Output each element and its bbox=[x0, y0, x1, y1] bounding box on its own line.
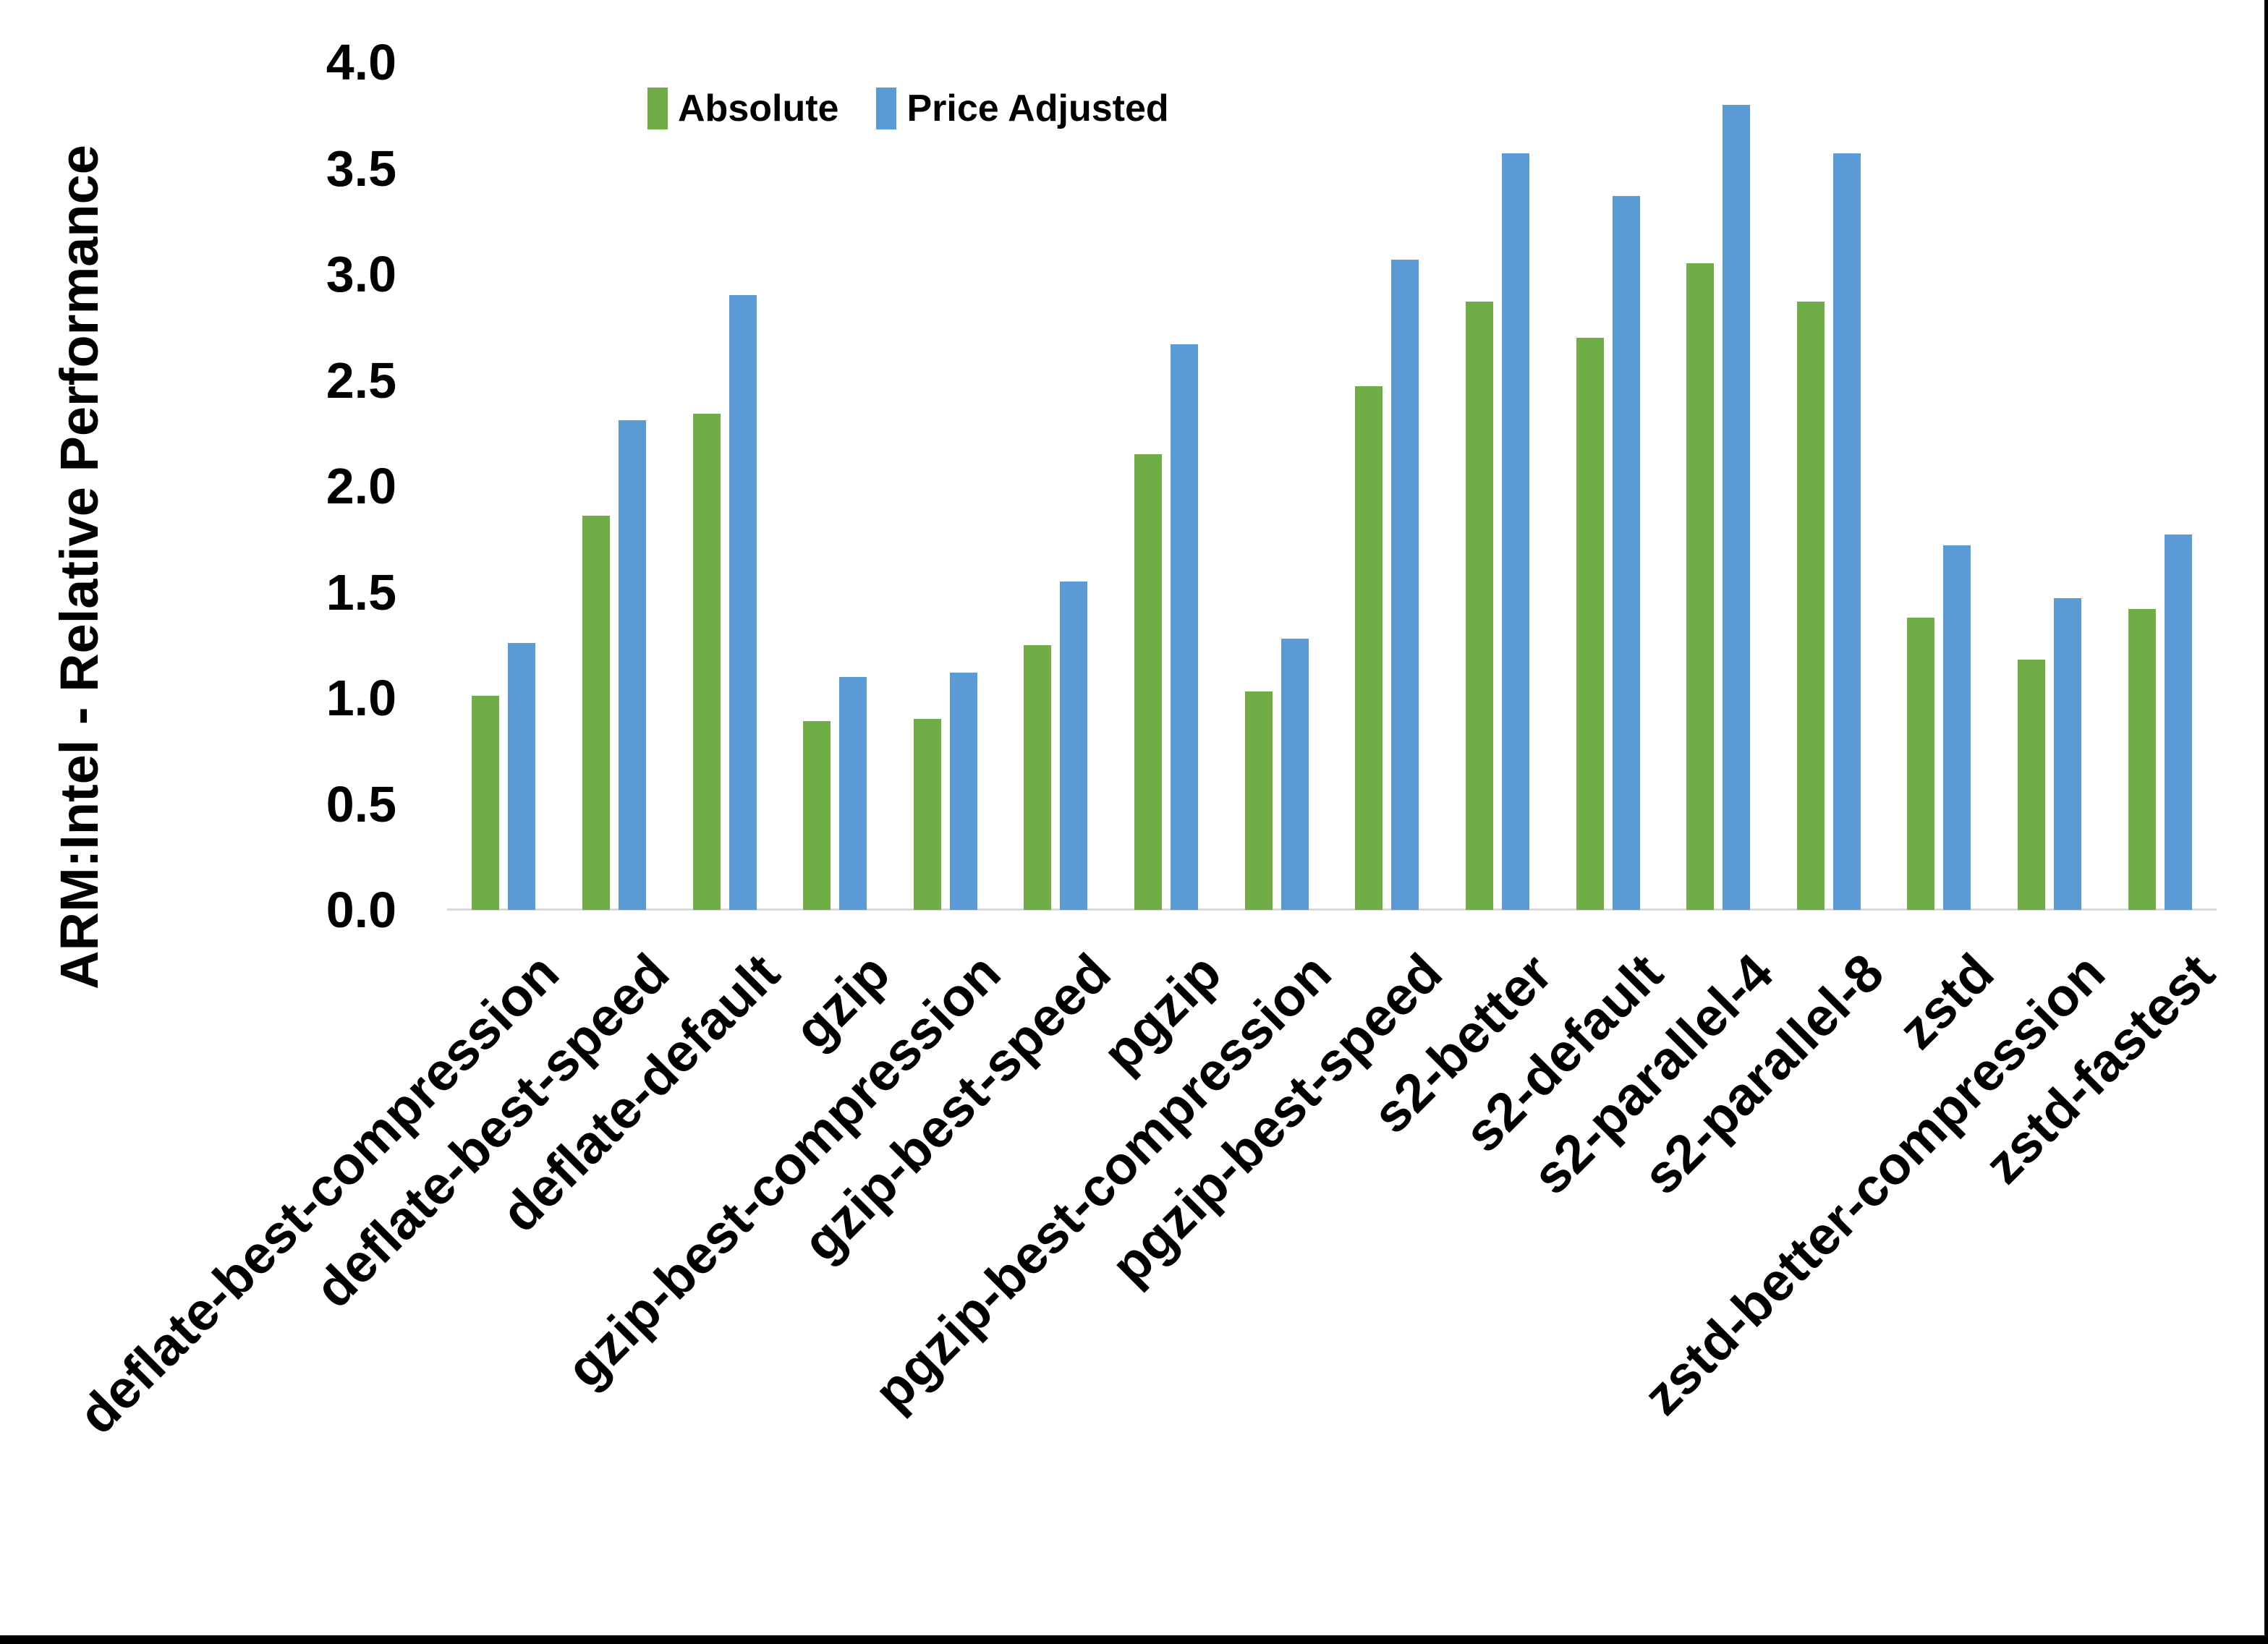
bar-absolute-pgzip-best-compression bbox=[1244, 691, 1273, 910]
bar-absolute-s2-better bbox=[1465, 302, 1493, 910]
bar-price-adjusted-gzip-best-speed bbox=[1060, 581, 1088, 910]
y-tick-label: 0.0 bbox=[326, 882, 396, 938]
y-tick-label: 3.5 bbox=[326, 140, 396, 197]
bar-price-adjusted-gzip bbox=[839, 676, 867, 910]
y-tick-label: 2.5 bbox=[326, 352, 396, 409]
bar-absolute-zstd bbox=[1907, 617, 1935, 910]
bar-absolute-zstd-better-compression bbox=[2018, 660, 2046, 910]
bar-price-adjusted-pgzip-best-speed bbox=[1391, 259, 1419, 910]
bar-absolute-s2-parallel-8 bbox=[1796, 302, 1825, 910]
bar-absolute-s2-default bbox=[1576, 337, 1604, 910]
bar-price-adjusted-deflate-default bbox=[729, 295, 757, 910]
bar-price-adjusted-zstd-fastest bbox=[2164, 534, 2192, 910]
bar-price-adjusted-s2-parallel-4 bbox=[1723, 104, 1751, 910]
chart-legend: Absolute Price Adjusted bbox=[647, 85, 1169, 132]
y-tick-label: 3.0 bbox=[326, 246, 396, 302]
bar-price-adjusted-zstd-better-compression bbox=[2054, 598, 2082, 910]
bar-absolute-gzip-best-compression bbox=[913, 719, 941, 910]
bar-absolute-s2-parallel-4 bbox=[1686, 263, 1715, 910]
bar-price-adjusted-s2-default bbox=[1612, 195, 1640, 910]
bar-absolute-gzip bbox=[803, 721, 831, 910]
bar-absolute-zstd-fastest bbox=[2128, 608, 2156, 910]
plot-area bbox=[449, 62, 2215, 910]
y-tick-label: 4.0 bbox=[326, 34, 396, 90]
legend-item-absolute: Absolute bbox=[647, 87, 838, 130]
y-tick-label: 1.0 bbox=[326, 670, 396, 726]
x-axis-line bbox=[447, 908, 2217, 911]
bar-price-adjusted-deflate-best-compression bbox=[508, 642, 536, 910]
legend-label-absolute: Absolute bbox=[678, 88, 839, 129]
y-tick-label: 0.5 bbox=[326, 775, 396, 832]
bar-price-adjusted-pgzip-best-compression bbox=[1280, 638, 1309, 910]
bar-absolute-deflate-default bbox=[692, 414, 721, 910]
bar-absolute-deflate-best-speed bbox=[582, 516, 610, 910]
bar-price-adjusted-deflate-best-speed bbox=[618, 420, 646, 910]
absolute-series-swatch-icon bbox=[647, 88, 668, 129]
y-axis-title: ARM:Intel - Relative Performance bbox=[49, 145, 109, 989]
bar-absolute-deflate-best-compression bbox=[472, 696, 500, 910]
price-adjusted-series-swatch-icon bbox=[876, 88, 897, 129]
bar-price-adjusted-s2-better bbox=[1501, 153, 1529, 910]
legend-item-price-adjusted: Price Adjusted bbox=[876, 87, 1169, 130]
bar-absolute-gzip-best-speed bbox=[1024, 644, 1052, 910]
bar-price-adjusted-pgzip bbox=[1171, 344, 1199, 910]
legend-label-price-adjusted: Price Adjusted bbox=[906, 88, 1169, 129]
bar-price-adjusted-s2-parallel-8 bbox=[1832, 153, 1861, 910]
bar-price-adjusted-gzip-best-compression bbox=[949, 672, 977, 910]
y-tick-label: 1.5 bbox=[326, 563, 396, 621]
bar-price-adjusted-zstd bbox=[1943, 545, 1971, 910]
bar-absolute-pgzip-best-speed bbox=[1355, 386, 1383, 910]
y-tick-label: 2.0 bbox=[326, 458, 396, 514]
bar-absolute-pgzip bbox=[1134, 454, 1163, 910]
